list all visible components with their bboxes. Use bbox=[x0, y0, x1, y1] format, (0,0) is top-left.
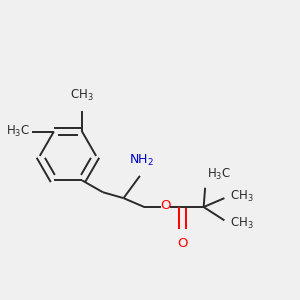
Text: CH$_3$: CH$_3$ bbox=[230, 189, 254, 204]
Text: H$_3$C: H$_3$C bbox=[6, 124, 30, 139]
Text: H$_3$C: H$_3$C bbox=[207, 167, 231, 182]
Text: CH$_3$: CH$_3$ bbox=[70, 88, 94, 103]
Text: O: O bbox=[178, 237, 188, 250]
Text: CH$_3$: CH$_3$ bbox=[230, 216, 254, 231]
Text: O: O bbox=[161, 199, 171, 212]
Text: NH$_2$: NH$_2$ bbox=[129, 153, 154, 169]
